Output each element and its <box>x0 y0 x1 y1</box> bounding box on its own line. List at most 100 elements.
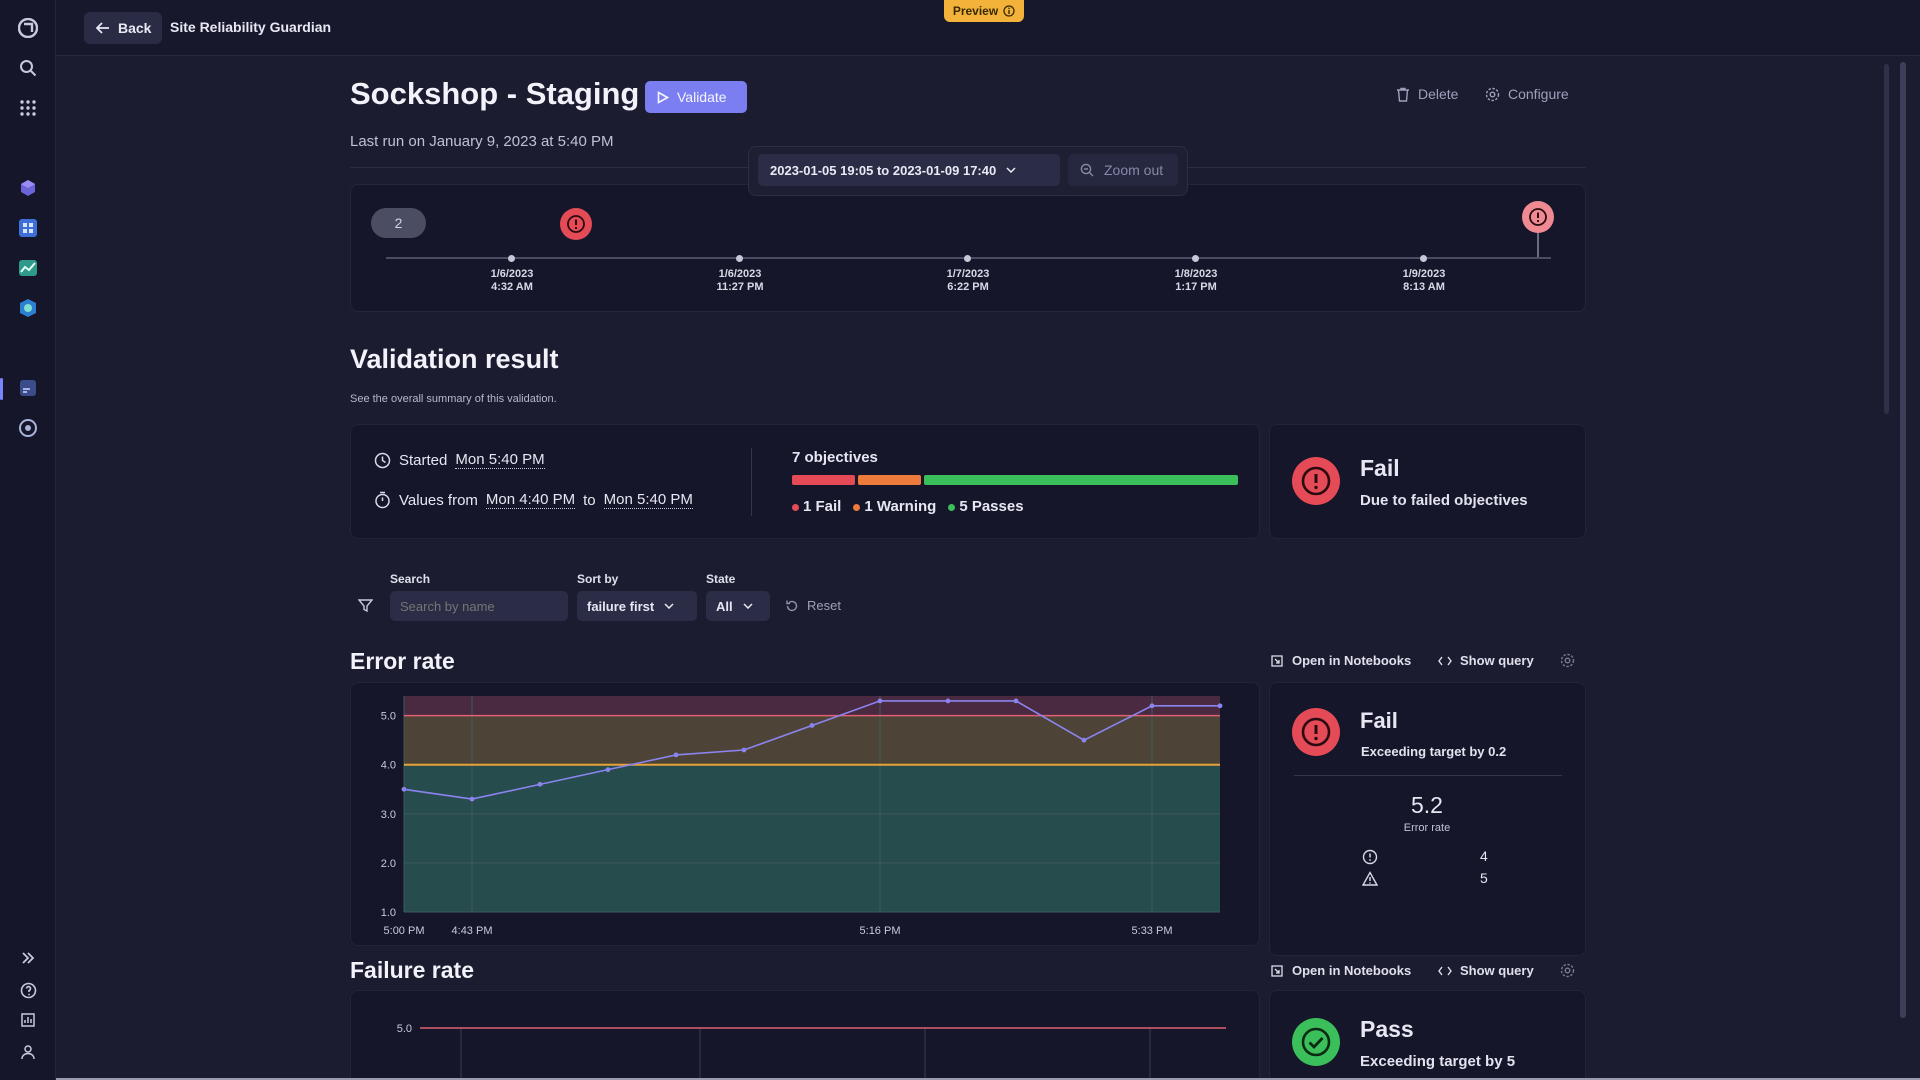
timeframe-value: 2023-01-05 19:05 to 2023-01-09 17:40 <box>770 162 997 178</box>
fail-threshold-icon <box>1362 849 1378 865</box>
failure-rate-status: Pass <box>1360 1016 1414 1042</box>
values-from-value[interactable]: Mon 4:40 PM <box>485 491 576 509</box>
apps-grid-icon[interactable] <box>14 94 42 122</box>
guardian-app-icon[interactable] <box>14 374 42 402</box>
pass-dot <box>948 504 956 511</box>
started-row: Started Mon 5:40 PM <box>374 451 545 469</box>
code-icon <box>1438 966 1452 975</box>
overall-status-reason: Due to failed objectives <box>1360 492 1528 509</box>
error-rate-point <box>809 723 815 728</box>
tick-date: 1/7/2023 <box>946 268 990 280</box>
y-tick-label: 5.0 <box>381 711 396 723</box>
error-rate-point <box>401 786 407 792</box>
back-label: Back <box>118 20 152 36</box>
timeline-fail-marker[interactable] <box>560 208 592 240</box>
objective-settings-icon[interactable] <box>1560 963 1575 978</box>
arrow-left-icon <box>96 22 109 34</box>
error-rate-point <box>877 698 883 704</box>
objectives-warning-segment <box>857 475 921 485</box>
tick-date: 1/6/2023 <box>490 268 534 280</box>
validation-result-subtitle: See the overall summary of this validati… <box>350 393 557 405</box>
security-app-icon[interactable] <box>14 294 42 322</box>
y-tick-label: 5.0 <box>397 1023 412 1035</box>
started-value[interactable]: Mon 5:40 PM <box>455 451 545 469</box>
timeframe-select[interactable]: 2023-01-05 19:05 to 2023-01-09 17:40 <box>758 154 1060 186</box>
open-notebooks-link[interactable]: Open in Notebooks <box>1270 653 1411 668</box>
search-icon[interactable] <box>14 54 42 82</box>
error-rate-point <box>673 752 679 758</box>
configure-button[interactable]: Configure <box>1485 86 1569 102</box>
dashboard-app-icon[interactable] <box>14 214 42 242</box>
error-rate-fail-icon <box>1292 708 1340 756</box>
left-nav-rail <box>0 0 56 1080</box>
timeline-selected-fail-marker[interactable] <box>1522 201 1554 233</box>
notebook-icon <box>1271 964 1283 977</box>
zoom-out-button[interactable]: Zoom out <box>1068 154 1178 186</box>
timeline-cluster-badge[interactable]: 2 <box>371 208 426 238</box>
summary-divider <box>751 448 752 516</box>
sort-select[interactable]: failure first <box>577 591 697 621</box>
y-tick-label: 2.0 <box>381 858 396 870</box>
alert-circle-icon <box>1301 466 1331 496</box>
failure-rate-status-detail: Exceeding target by 5 <box>1360 1053 1516 1070</box>
preview-badge[interactable]: Preview <box>944 0 1024 22</box>
tick-time: 8:13 AM <box>1403 281 1445 293</box>
expand-nav-icon[interactable] <box>14 944 42 972</box>
timeline-tick-label: 1/7/2023 6:22 PM <box>923 268 1013 294</box>
stopwatch-icon <box>375 491 390 509</box>
last-run-text: Last run on January 9, 2023 at 5:40 PM <box>350 133 614 150</box>
chevron-down-icon <box>1006 167 1016 173</box>
filter-icon <box>358 599 373 613</box>
clock-icon <box>374 452 391 468</box>
started-label: Started <box>399 451 448 469</box>
help-icon[interactable] <box>14 976 42 1004</box>
viewport-bottom-edge <box>56 1078 1920 1080</box>
failure-rate-chart: 5.0 <box>397 1023 1226 1080</box>
timeline-tick-label: 1/6/2023 4:32 AM <box>467 268 557 294</box>
user-icon[interactable] <box>14 1038 42 1066</box>
objective-settings-icon[interactable] <box>1560 653 1575 668</box>
alert-circle-icon <box>1529 208 1547 226</box>
y-tick-label: 1.0 <box>381 907 396 919</box>
error-rate-point <box>469 796 475 802</box>
error-rate-point <box>1149 703 1155 709</box>
timeline-tick-label: 1/9/2023 8:13 AM <box>1379 268 1469 294</box>
validate-button[interactable]: Validate <box>645 81 747 113</box>
fail-threshold-value: 4 <box>1480 848 1488 864</box>
analytics-app-icon[interactable] <box>14 254 42 282</box>
cube-app-icon[interactable] <box>14 174 42 202</box>
to-label: to <box>583 491 596 509</box>
content-scrollbar[interactable] <box>1884 64 1889 414</box>
validate-label: Validate <box>677 89 727 105</box>
back-button[interactable]: Back <box>84 12 162 44</box>
chevron-down-icon <box>664 603 674 609</box>
configure-label: Configure <box>1508 86 1569 102</box>
open-notebooks-link[interactable]: Open in Notebooks <box>1270 963 1411 978</box>
values-to-value[interactable]: Mon 5:40 PM <box>603 491 693 509</box>
open-notebooks-label: Open in Notebooks <box>1292 653 1412 668</box>
warning-zone <box>404 715 1220 765</box>
delete-label: Delete <box>1418 86 1459 102</box>
settings-app-icon[interactable] <box>14 414 42 442</box>
reset-button[interactable]: Reset <box>785 598 841 613</box>
show-query-link[interactable]: Show query <box>1438 963 1534 978</box>
state-select[interactable]: All <box>706 591 770 621</box>
show-query-link[interactable]: Show query <box>1438 653 1534 668</box>
reports-icon[interactable] <box>14 1006 42 1034</box>
failure-rate-title: Failure rate <box>350 957 474 983</box>
page-scrollbar[interactable] <box>1900 62 1906 1018</box>
delete-button[interactable]: Delete <box>1396 86 1458 102</box>
error-rate-title: Error rate <box>350 648 455 674</box>
tick-date: 1/8/2023 <box>1174 268 1218 280</box>
chevron-down-icon <box>743 603 753 609</box>
x-tick-label: 4:43 PM <box>452 925 493 937</box>
dynatrace-logo-icon[interactable] <box>14 14 42 42</box>
legend-pass: 5 Passes <box>948 498 1024 515</box>
search-input[interactable] <box>390 591 568 621</box>
reset-label: Reset <box>807 598 841 613</box>
warning-dot <box>853 504 861 511</box>
error-rate-status: Fail <box>1360 708 1398 733</box>
pass-zone <box>404 764 1220 912</box>
legend-fail: 1 Fail <box>792 498 841 515</box>
timeline-tick-label: 1/8/2023 1:17 PM <box>1151 268 1241 294</box>
